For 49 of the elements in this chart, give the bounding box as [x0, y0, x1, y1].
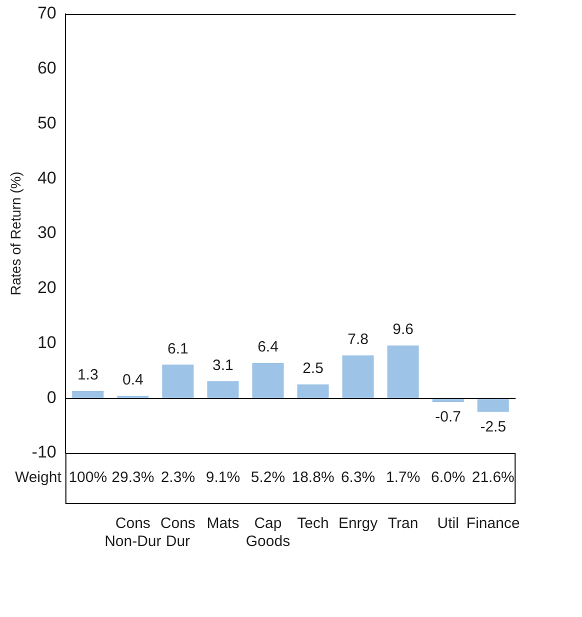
y-tick-label: 20: [37, 278, 56, 298]
bar: [297, 384, 329, 398]
data-label: 7.8: [348, 330, 368, 348]
data-label: 0.4: [122, 372, 144, 389]
y-tick-label: 30: [37, 223, 56, 242]
y-tick-label: 0: [46, 388, 56, 407]
x-tick-label: Cons Dur: [160, 515, 196, 550]
data-label: -2.5: [480, 418, 506, 436]
bar: [387, 345, 419, 398]
text: 29.3%: [112, 469, 154, 486]
data-label: 2.5: [302, 360, 324, 378]
bar: [252, 363, 284, 398]
x-tick-label: Util: [437, 515, 459, 532]
x-tick-label: Tran: [388, 515, 418, 532]
text: 1.7%: [386, 469, 420, 486]
bar: [162, 364, 194, 398]
text: 100%: [68, 469, 108, 486]
x-tick-label: Cap Goods: [246, 515, 290, 550]
y-axis-title: Rates of Return (%): [7, 172, 24, 296]
x-tick-label: Cons Non-Dur: [104, 515, 162, 550]
y-tick-label: -10: [32, 442, 56, 462]
text: 9.1%: [206, 469, 240, 486]
bar: [342, 355, 374, 398]
data-label: 6.1: [168, 340, 188, 358]
data-label: 1.3: [77, 366, 98, 384]
bar: [117, 396, 149, 398]
y-tick-label: 60: [37, 58, 56, 78]
bar: [477, 398, 509, 412]
text: 18.8%: [292, 469, 334, 486]
x-tick-label: Enrgy: [338, 515, 378, 532]
text: 2.3%: [160, 469, 196, 486]
data-label: -0.7: [435, 408, 462, 426]
data-label: 9.6: [392, 321, 414, 338]
x-tick-label: Mats: [206, 515, 240, 532]
y-tick-label: 70: [37, 4, 56, 23]
y-tick-label: 10: [37, 332, 56, 352]
text: 6.3%: [340, 469, 376, 486]
y-tick-label: 50: [37, 113, 56, 132]
text: 21.6%: [472, 469, 514, 486]
bar: [72, 390, 104, 398]
text: 6.0%: [430, 469, 466, 486]
text: 5.2%: [250, 469, 286, 486]
x-tick-label: Tech: [297, 515, 329, 532]
data-label: 6.4: [258, 338, 278, 356]
data-label: 3.1: [212, 356, 234, 374]
x-tick-label: Finance: [466, 515, 520, 532]
text: Weight: [14, 469, 62, 486]
bar: [207, 381, 239, 398]
y-tick-label: 40: [37, 168, 56, 188]
